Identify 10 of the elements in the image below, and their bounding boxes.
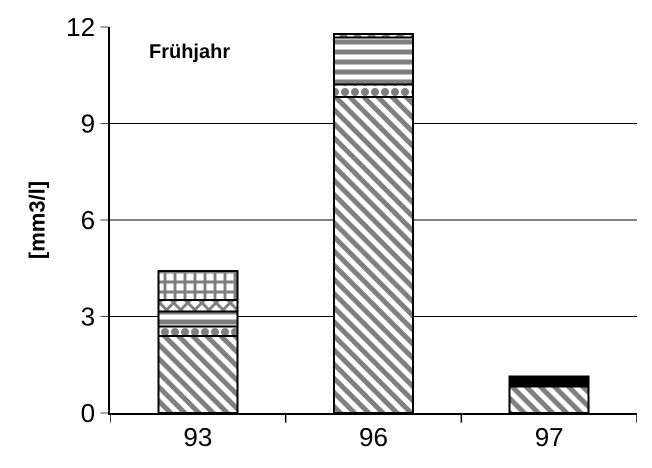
y-tick-label: 6	[80, 205, 96, 236]
x-tick-label: 96	[359, 422, 388, 452]
y-tick-label: 3	[80, 302, 96, 332]
y-tick-label: 9	[80, 108, 96, 139]
y-axis-title: [mm3/l]	[24, 180, 50, 260]
x-tick-label: 97	[534, 422, 564, 452]
y-tick-label: 12	[66, 12, 96, 42]
text: Frühjahr	[149, 41, 230, 63]
x-tick-label: 93	[183, 422, 212, 452]
y-tick-label: 0	[80, 398, 96, 428]
